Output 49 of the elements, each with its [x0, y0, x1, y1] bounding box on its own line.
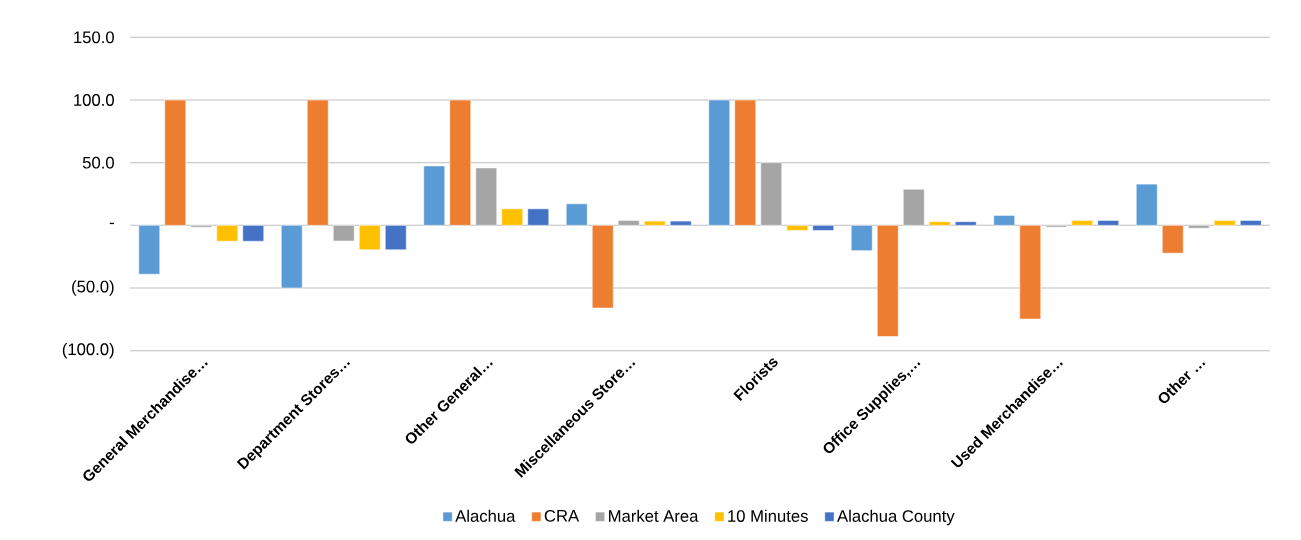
- bar: [928, 221, 951, 226]
- bar: [1071, 220, 1094, 226]
- bar: [954, 221, 977, 226]
- y-tick-label: 100.0: [74, 94, 114, 106]
- y-tick-label: 150.0: [74, 31, 114, 44]
- bar: [475, 167, 498, 226]
- bar: [617, 220, 640, 226]
- bar: [902, 188, 925, 226]
- bar: [876, 225, 899, 337]
- bar: [332, 225, 355, 242]
- legend-label: Market Area: [609, 509, 699, 522]
- bar: [1161, 225, 1184, 254]
- bar: [138, 225, 161, 275]
- y-tick-label: -: [109, 222, 114, 225]
- bar: [527, 208, 550, 226]
- bar: [449, 99, 472, 226]
- bar: [993, 215, 1016, 226]
- bar: [1135, 183, 1158, 226]
- bar: [591, 225, 614, 309]
- bar: [280, 225, 303, 289]
- bar: [1187, 225, 1210, 229]
- legend-label: 10 Minutes: [728, 509, 808, 522]
- bar: [812, 225, 835, 231]
- legend-label: Alachua: [455, 509, 516, 522]
- bar: [501, 208, 524, 226]
- bar: [565, 203, 588, 226]
- bar: [708, 99, 731, 226]
- bar: [786, 225, 809, 231]
- bar: [1213, 220, 1236, 226]
- bar: [669, 220, 692, 226]
- legend-label: Alachua County: [837, 509, 955, 526]
- bar: [306, 99, 329, 226]
- y-tick-label: (100.0): [62, 342, 114, 359]
- bar: [242, 225, 265, 242]
- bar: [760, 162, 783, 226]
- bar: [1019, 225, 1042, 320]
- y-tick-label: 50.0: [82, 156, 114, 169]
- bar: [216, 225, 239, 242]
- bar: [423, 165, 446, 226]
- bar: [358, 225, 381, 251]
- bar: [850, 225, 873, 251]
- y-tick-label: (50.0): [72, 280, 114, 296]
- bar: [384, 225, 407, 251]
- legend-label: CRA: [544, 509, 580, 522]
- bar: [164, 99, 187, 226]
- bar: [643, 220, 666, 226]
- bar: [734, 99, 757, 226]
- bar: [1239, 220, 1262, 226]
- bar: [1097, 220, 1120, 226]
